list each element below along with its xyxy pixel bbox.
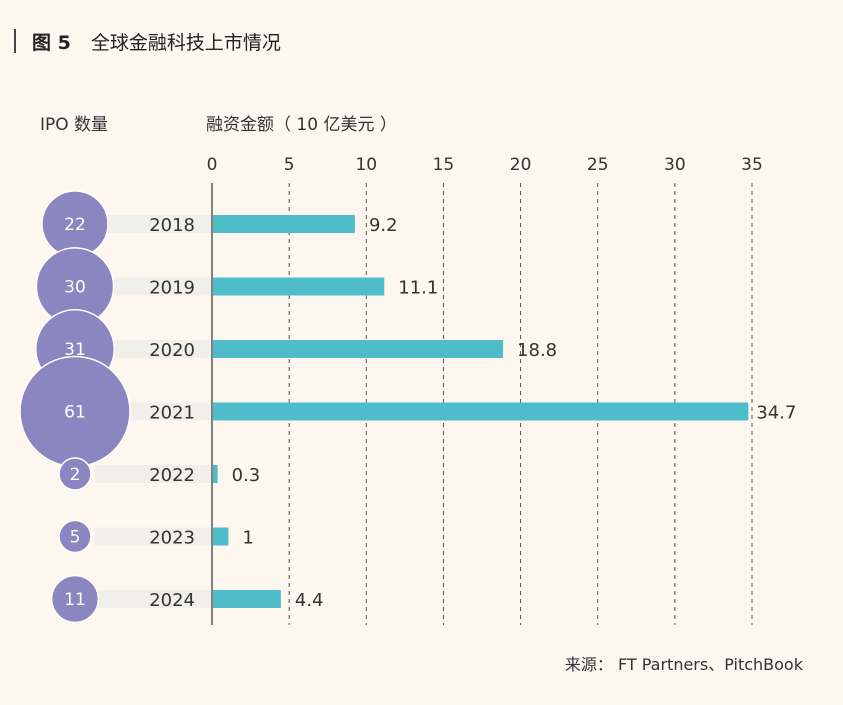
value-label-2020: 18.8 bbox=[517, 340, 557, 361]
x-tick-label-0: 0 bbox=[207, 155, 218, 175]
x-tick-label-15: 15 bbox=[433, 155, 455, 175]
year-label-2023: 2023 bbox=[149, 528, 195, 549]
x-tick-label-20: 20 bbox=[510, 155, 532, 175]
value-label-2019: 11.1 bbox=[398, 278, 438, 299]
year-label-2020: 2020 bbox=[149, 340, 195, 361]
x-tick-label-30: 30 bbox=[664, 155, 686, 175]
year-label-2024: 2024 bbox=[149, 590, 195, 611]
x-tick-label-35: 35 bbox=[741, 155, 763, 175]
bar-2019 bbox=[213, 278, 384, 296]
year-label-2021: 2021 bbox=[149, 403, 195, 424]
ipo-count-label-2023: 5 bbox=[70, 528, 81, 548]
bar-2020 bbox=[213, 340, 503, 358]
bar-2018 bbox=[213, 215, 355, 233]
source-note: 来源： FT Partners、PitchBook bbox=[565, 651, 803, 675]
value-label-2024: 4.4 bbox=[295, 590, 324, 611]
ipo-count-label-2021: 61 bbox=[64, 403, 86, 423]
value-label-2023: 1 bbox=[242, 528, 253, 549]
x-tick-label-10: 10 bbox=[355, 155, 377, 175]
x-tick-label-25: 25 bbox=[587, 155, 609, 175]
ipo-count-label-2024: 11 bbox=[64, 590, 86, 610]
year-label-2019: 2019 bbox=[149, 278, 195, 299]
bar-2023 bbox=[213, 528, 228, 546]
bar-2022 bbox=[213, 465, 218, 483]
bar-2024 bbox=[213, 590, 281, 608]
bar-2021 bbox=[213, 403, 748, 421]
ipo-count-label-2018: 22 bbox=[64, 215, 86, 235]
year-label-2018: 2018 bbox=[149, 215, 195, 236]
value-label-2018: 9.2 bbox=[369, 215, 398, 236]
x-tick-label-5: 5 bbox=[284, 155, 295, 175]
value-label-2021: 34.7 bbox=[756, 403, 796, 424]
value-label-2022: 0.3 bbox=[232, 465, 261, 486]
year-label-2022: 2022 bbox=[149, 465, 195, 486]
ipo-count-label-2019: 30 bbox=[64, 278, 86, 298]
ipo-count-label-2022: 2 bbox=[70, 465, 81, 485]
